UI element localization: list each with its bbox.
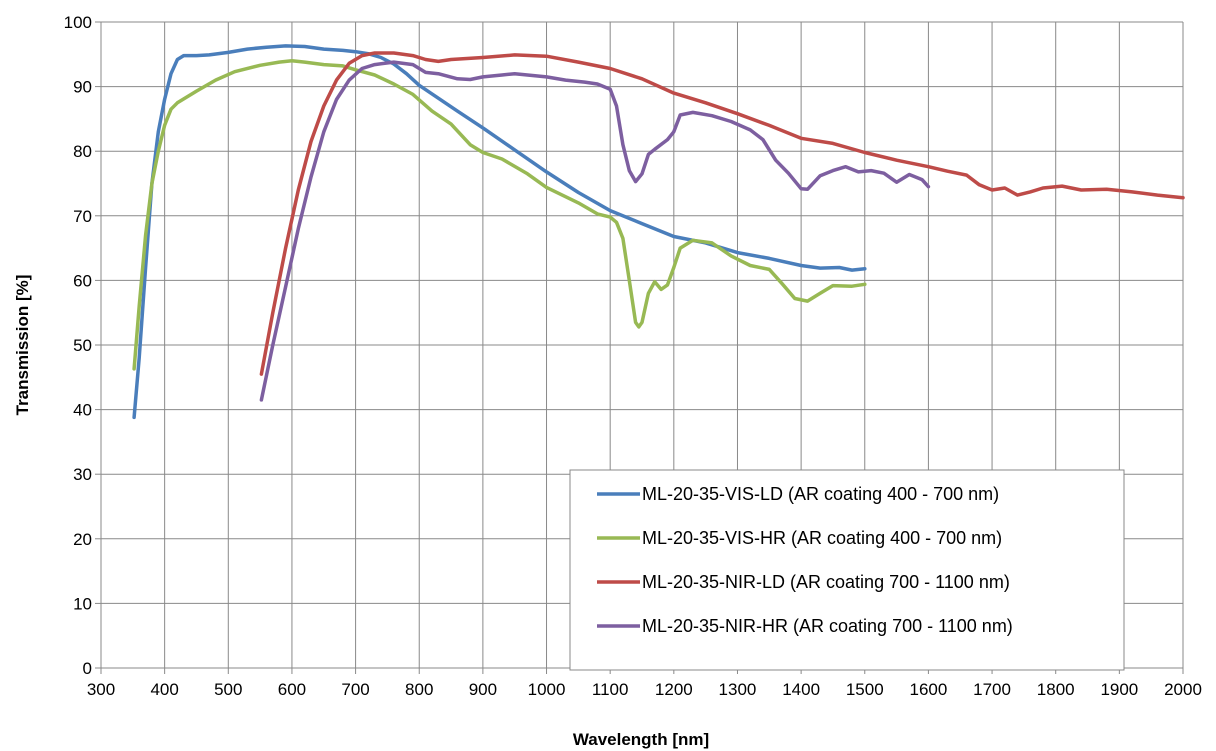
series-line-4 xyxy=(259,60,931,402)
series-lines xyxy=(132,44,1185,420)
x-tick-label: 1000 xyxy=(528,680,566,699)
y-tick-label: 90 xyxy=(73,78,92,97)
y-tick-label: 20 xyxy=(73,530,92,549)
legend-label: ML-20-35-NIR-HR (AR coating 700 - 1100 n… xyxy=(642,616,1013,636)
y-axis-title: Transmission [%] xyxy=(13,275,32,416)
y-tick-label: 50 xyxy=(73,336,92,355)
x-tick-label: 700 xyxy=(341,680,369,699)
series-line-3 xyxy=(259,51,1185,376)
x-tick-label: 600 xyxy=(278,680,306,699)
y-tick-label: 0 xyxy=(83,659,92,678)
x-tick-label: 400 xyxy=(150,680,178,699)
y-tick-label: 70 xyxy=(73,207,92,226)
x-tick-label: 2000 xyxy=(1164,680,1202,699)
y-tick-label: 30 xyxy=(73,465,92,484)
y-tick-label: 60 xyxy=(73,271,92,290)
x-tick-label: 1600 xyxy=(909,680,947,699)
x-tick-label: 500 xyxy=(214,680,242,699)
legend-label: ML-20-35-NIR-LD (AR coating 700 - 1100 n… xyxy=(642,572,1010,592)
x-tick-label: 300 xyxy=(87,680,115,699)
y-tick-label: 100 xyxy=(64,13,92,32)
x-tick-label: 1900 xyxy=(1100,680,1138,699)
x-tick-label: 800 xyxy=(405,680,433,699)
legend-box xyxy=(569,469,1125,671)
x-tick-label: 900 xyxy=(469,680,497,699)
series-line-2 xyxy=(132,59,867,371)
x-tick-label: 1300 xyxy=(719,680,757,699)
y-tick-label: 10 xyxy=(73,594,92,613)
x-tick-label: 1700 xyxy=(973,680,1011,699)
legend-label: ML-20-35-VIS-LD (AR coating 400 - 700 nm… xyxy=(642,484,999,504)
legend-label: ML-20-35-VIS-HR (AR coating 400 - 700 nm… xyxy=(642,528,1002,548)
x-axis-title: Wavelength [nm] xyxy=(573,730,709,749)
x-tick-label: 1100 xyxy=(592,680,629,699)
x-tick-labels: 300 400 500 600 700 800 900 1000 1100 1200 1300 140… xyxy=(87,680,1202,699)
y-tick-label: 40 xyxy=(73,401,92,420)
y-tick-label: 80 xyxy=(73,142,92,161)
y-tick-labels: 0 10 20 30 40 50 60 70 80 90 100 xyxy=(64,13,92,678)
legend: ML-20-35-VIS-LD (AR coating 400 - 700 nm… xyxy=(569,469,1125,671)
x-tick-label: 1500 xyxy=(846,680,884,699)
x-tick-label: 1400 xyxy=(782,680,820,699)
x-tick-label: 1200 xyxy=(655,680,693,699)
x-tick-label: 1800 xyxy=(1037,680,1075,699)
